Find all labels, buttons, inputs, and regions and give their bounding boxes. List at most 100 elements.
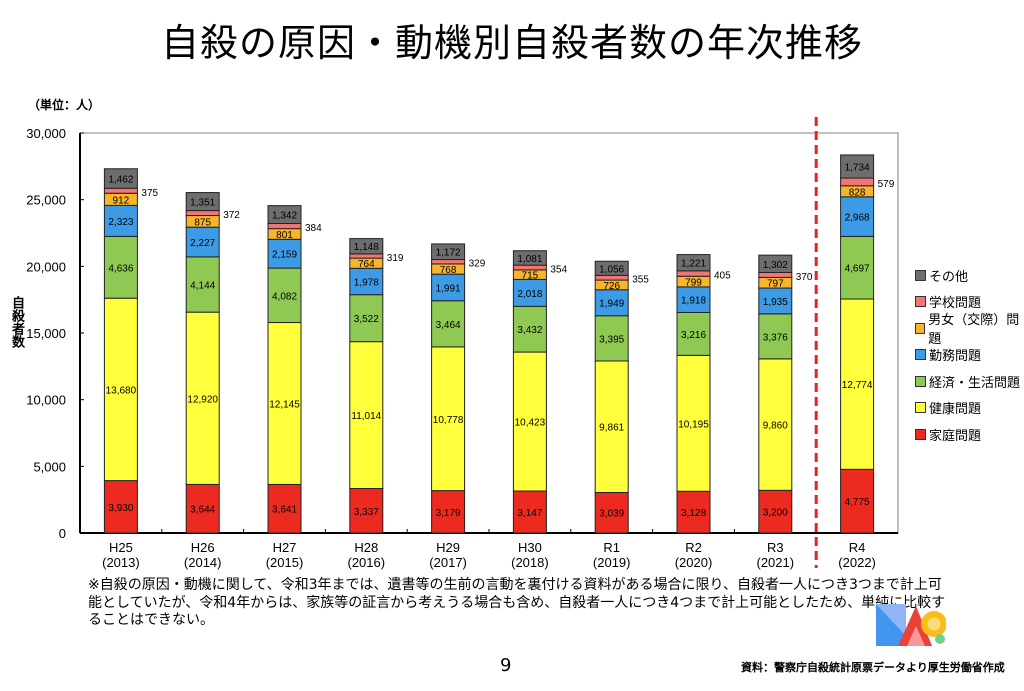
bar-segment [594,260,629,276]
bar-segment [676,254,711,272]
legend-item: 男女（交際）問題 [915,313,1024,347]
data-label: 355 [632,275,649,286]
data-label: 405 [714,271,731,282]
y-tick-label: 30,000 [26,126,66,141]
bar-segment [594,360,629,493]
x-tick-label: H25 [109,540,133,555]
data-label: 2,323 [108,217,133,228]
bar-segment [349,267,384,296]
data-label: 2,018 [517,289,542,300]
data-label: 3,522 [354,314,379,325]
bar-segment [840,298,875,470]
data-label: 3,216 [681,330,706,341]
bar-segment [267,205,302,225]
data-label: 12,145 [269,399,300,410]
legend-swatch [915,322,926,334]
data-label: 3,179 [436,508,461,519]
data-label: 3,147 [517,508,542,519]
legend-swatch [915,349,926,361]
bar-segment [185,311,220,485]
data-label: 1,978 [354,278,379,289]
x-tick-year-label: (2016) [348,555,386,570]
bar-segment [840,468,875,534]
data-label: 4,144 [190,281,215,292]
bar-segment [103,235,138,299]
bar-segment [676,490,711,534]
data-label: 1,734 [845,162,870,173]
bar-segment [758,489,793,534]
data-label: 764 [358,259,375,270]
x-tick-year-label: (2014) [184,555,222,570]
data-label: 3,200 [763,508,788,519]
data-label: 3,644 [190,505,215,516]
data-label: 1,351 [190,198,215,209]
data-label: 10,195 [678,419,709,430]
data-label: 10,423 [515,418,546,429]
page-number: 9 [500,655,512,676]
data-label: 329 [469,259,486,270]
data-label: 1,949 [599,299,624,310]
data-label: 1,302 [763,260,788,271]
bar-segment [676,354,711,492]
y-tick-label: 0 [59,526,66,541]
bar-segment [103,480,138,534]
data-label: 2,968 [845,213,870,224]
legend-item: 健康問題 [915,395,1024,422]
bar-segment [431,273,466,302]
data-label: 384 [305,223,322,234]
data-label: 768 [440,265,457,276]
data-label: 1,148 [354,242,379,253]
bar-segment [594,289,629,317]
data-label: 354 [550,265,567,276]
x-tick-label: R2 [685,540,702,555]
y-tick-label: 5,000 [33,459,66,474]
data-label: 3,432 [517,325,542,336]
data-label: 372 [223,210,240,221]
data-label: 10,778 [433,415,464,426]
x-tick-label: R1 [603,540,620,555]
bar-segment [267,483,302,534]
stacked-bar-chart: 0 5,000 10,000 15,000 20,000 25,000 30,000 3,93… [26,117,899,570]
data-label: 3,395 [599,334,624,345]
data-label: 13,680 [106,385,137,396]
x-tick-label: H27 [273,540,297,555]
legend-label: 家庭問題 [929,428,982,444]
bar-segment [349,341,384,490]
x-tick-label: H28 [354,540,378,555]
data-label: 370 [796,272,813,283]
bar-segment [676,286,711,313]
x-tick-year-label: (2017) [429,555,467,570]
bar-segment [594,315,629,362]
bar-segment [758,271,793,278]
source-credit: 資料：警察庁自殺統計原票データより厚生労働省作成 [741,661,1005,674]
bar-segment [267,238,302,269]
x-tick-label: R4 [849,540,866,555]
legend-swatch [915,296,926,308]
x-tick-year-label: (2022) [838,555,876,570]
data-label: 3,128 [681,508,706,519]
legend-swatch [915,375,926,387]
bar-segment [185,226,220,258]
bar-segment [103,168,138,189]
x-tick-year-label: (2013) [102,555,140,570]
bar-segment [185,256,220,313]
data-label: 1,342 [272,211,297,222]
data-label: 1,221 [681,259,706,270]
bar-segment [185,483,220,534]
legend-label: 男女（交際）問題 [928,313,1020,348]
legend-swatch [915,402,926,414]
data-label: 828 [849,187,866,198]
data-label: 3,930 [108,503,133,514]
legend-label: 学校問題 [929,296,982,312]
data-label: 912 [113,195,130,206]
data-label: 3,337 [354,507,379,518]
data-label: 1,935 [763,297,788,308]
data-label: 1,462 [108,175,133,186]
legend-swatch [915,428,926,440]
bar-segment [512,264,547,271]
data-label: 1,081 [517,254,542,265]
y-tick-label: 25,000 [26,193,66,208]
x-tick-year-label: (2015) [266,555,304,570]
data-label: 726 [603,281,620,292]
data-label: 3,641 [272,505,297,516]
